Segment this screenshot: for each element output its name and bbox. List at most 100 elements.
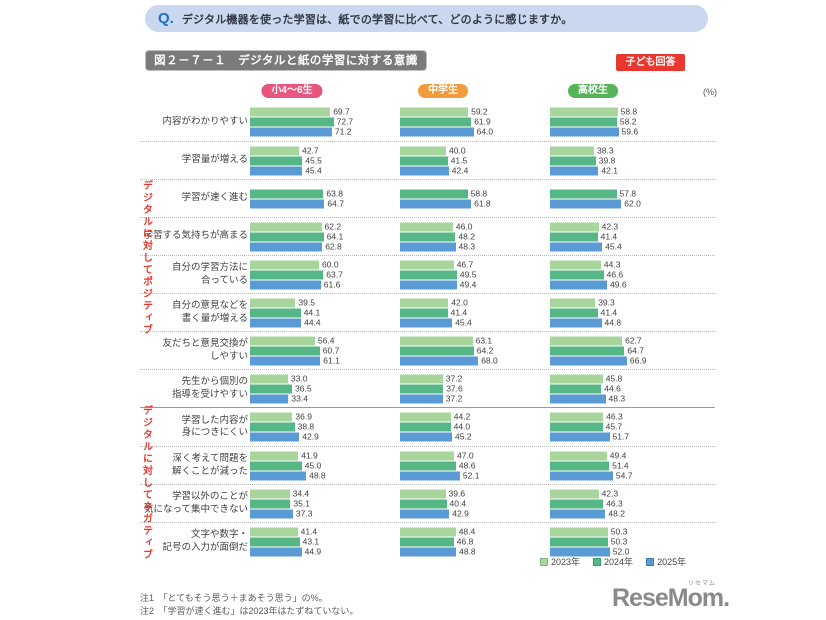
bar-line: 39.3 [550,298,621,307]
bar-line: 40.4 [400,499,469,508]
figure-title: 図２－７－１ デジタルと紙の学習に対する意識 [145,50,427,71]
row-label: 学習量が増える [181,154,248,166]
bar-2023年 [550,298,596,307]
bar-line: 64.0 [400,127,493,137]
bar-value: 47.0 [457,450,474,460]
bar-value: 59.2 [471,106,488,117]
bar-2024年 [250,232,324,241]
bar-2023年 [250,527,298,536]
bar-group-0: 34.4 35.1 37.3 [250,488,312,519]
bar-line: 44.1 [250,308,321,317]
bar-value: 41.4 [600,307,618,317]
bar-line: 62.8 [250,242,343,251]
bar-2024年 [550,537,608,546]
bar-value: 42.7 [302,145,319,155]
bar-line: 46.7 [400,260,476,269]
bar-line: 72.7 [250,117,353,127]
bar-line: 49.4 [400,280,476,289]
bar-line: 38.3 [550,146,618,155]
bar-line: 60.7 [250,346,340,355]
row-label: 自分の学習方法に 合っている [171,262,248,286]
bar-group-1: 37.2 37.6 37.2 [400,373,463,404]
bar-value: 44.9 [304,546,322,556]
bar-line: 50.3 [550,527,629,536]
bar-value: 45.5 [305,155,322,165]
bar-group-0: 41.4 43.1 44.9 [250,526,321,557]
bar-2023年 [550,451,607,460]
bar-value: 45.2 [455,431,472,442]
bar-2024年 [400,537,454,546]
footnote: 注1 「とてもそう思う＋まあそう思う」の%。 [140,593,328,603]
bar-line: 42.1 [550,166,618,175]
chart-row: 自分の学習方法に 合っている 60.0 63.7 61.6 46.7 49.5 49.4 44.… [140,255,715,293]
q-icon: Q. [158,10,174,27]
bar-value: 50.3 [610,536,628,546]
bar-value: 48.3 [608,393,626,403]
bar-value: 44.2 [453,411,471,422]
bar-line: 41.4 [550,232,622,241]
bar-line: 48.6 [400,461,479,470]
bar-line: 46.8 [400,537,476,546]
bar-line: 44.6 [550,384,625,393]
bar-chart: 内容がわかりやすい 69.7 72.7 71.2 59.2 61.9 64.0 58.8 58.… [140,103,715,560]
bar-2023年 [250,146,300,155]
bar-value: 44.6 [604,383,621,393]
bar-value: 48.8 [309,470,326,480]
bar-2025年 [400,432,452,442]
bar-line: 63.8 [250,189,344,198]
bar-value: 56.4 [317,335,335,345]
bar-value: 39.3 [598,297,615,307]
chart-row: 学習以外のことが 気になって集中できない 34.4 35.1 37.3 39.6 40.4 4… [140,484,715,522]
group-badge-2: 高校生 [568,84,618,98]
bar-2025年 [250,127,332,137]
bar-group-2: 39.3 41.4 44.8 [550,297,621,328]
bar-value: 64.1 [326,231,344,241]
bar-2024年 [550,422,603,432]
bar-2025年 [400,356,479,365]
bar-2025年 [400,199,472,208]
bar-2025年 [550,432,610,442]
bar-value: 40.0 [449,145,466,155]
bar-2024年 [550,346,625,355]
bar-line: 61.1 [250,356,340,365]
bar-2024年 [250,308,301,317]
bar-value: 46.6 [606,269,624,279]
bar-value: 46.3 [606,411,623,422]
bar-value: 44.8 [604,317,622,327]
bar-value: 64.2 [476,345,494,355]
bar-line: 64.7 [550,346,646,355]
row-label: 学習した内容が 身につきにくい [181,414,248,438]
bar-value: 60.7 [322,345,340,355]
bar-group-1: 58.8 61.8 [400,188,491,209]
bar-2023年 [250,412,293,422]
bar-line: 63.1 [400,336,498,345]
bar-value: 49.4 [609,450,627,460]
bar-value: 64.7 [627,345,644,355]
respondent-badge: 子ども回答 [616,54,685,71]
bar-value: 37.2 [445,373,463,383]
bar-line: 61.6 [250,280,343,289]
bar-line: 45.4 [550,242,622,251]
bar-2023年 [250,222,322,231]
bar-2024年 [550,308,598,317]
chart-section-0: 内容がわかりやすい 69.7 72.7 71.2 59.2 61.9 64.0 58.8 58.… [140,103,715,407]
bar-value: 49.6 [610,279,627,289]
bar-group-1: 44.2 44.0 45.2 [400,412,472,443]
bar-line: 44.9 [250,547,321,556]
bar-value: 44.1 [303,307,321,317]
legend-swatch [593,557,602,566]
logo-ruby-text: リセマム [687,581,716,587]
bar-value: 41.9 [301,450,318,460]
bar-2025年 [400,242,456,251]
bar-value: 37.6 [446,383,463,393]
bar-line: 48.4 [400,527,476,536]
bar-line: 48.2 [400,232,475,241]
bar-group-1: 47.0 48.6 52.1 [400,450,479,481]
bar-value: 52.1 [462,470,480,480]
bar-line: 69.7 [250,107,353,117]
chart-row: 学習した内容が 身につきにくい 36.9 38.8 42.9 44.2 44.0 45.2 46… [140,408,715,446]
bar-value: 42.9 [302,431,319,442]
chart-row: 先生から個別の 指導を受けやすい 33.0 36.5 33.4 37.2 37.6 37.2 4… [140,369,715,407]
bar-2023年 [400,222,453,231]
section-label-negative: デジタルに対してネガティブ [140,405,152,561]
